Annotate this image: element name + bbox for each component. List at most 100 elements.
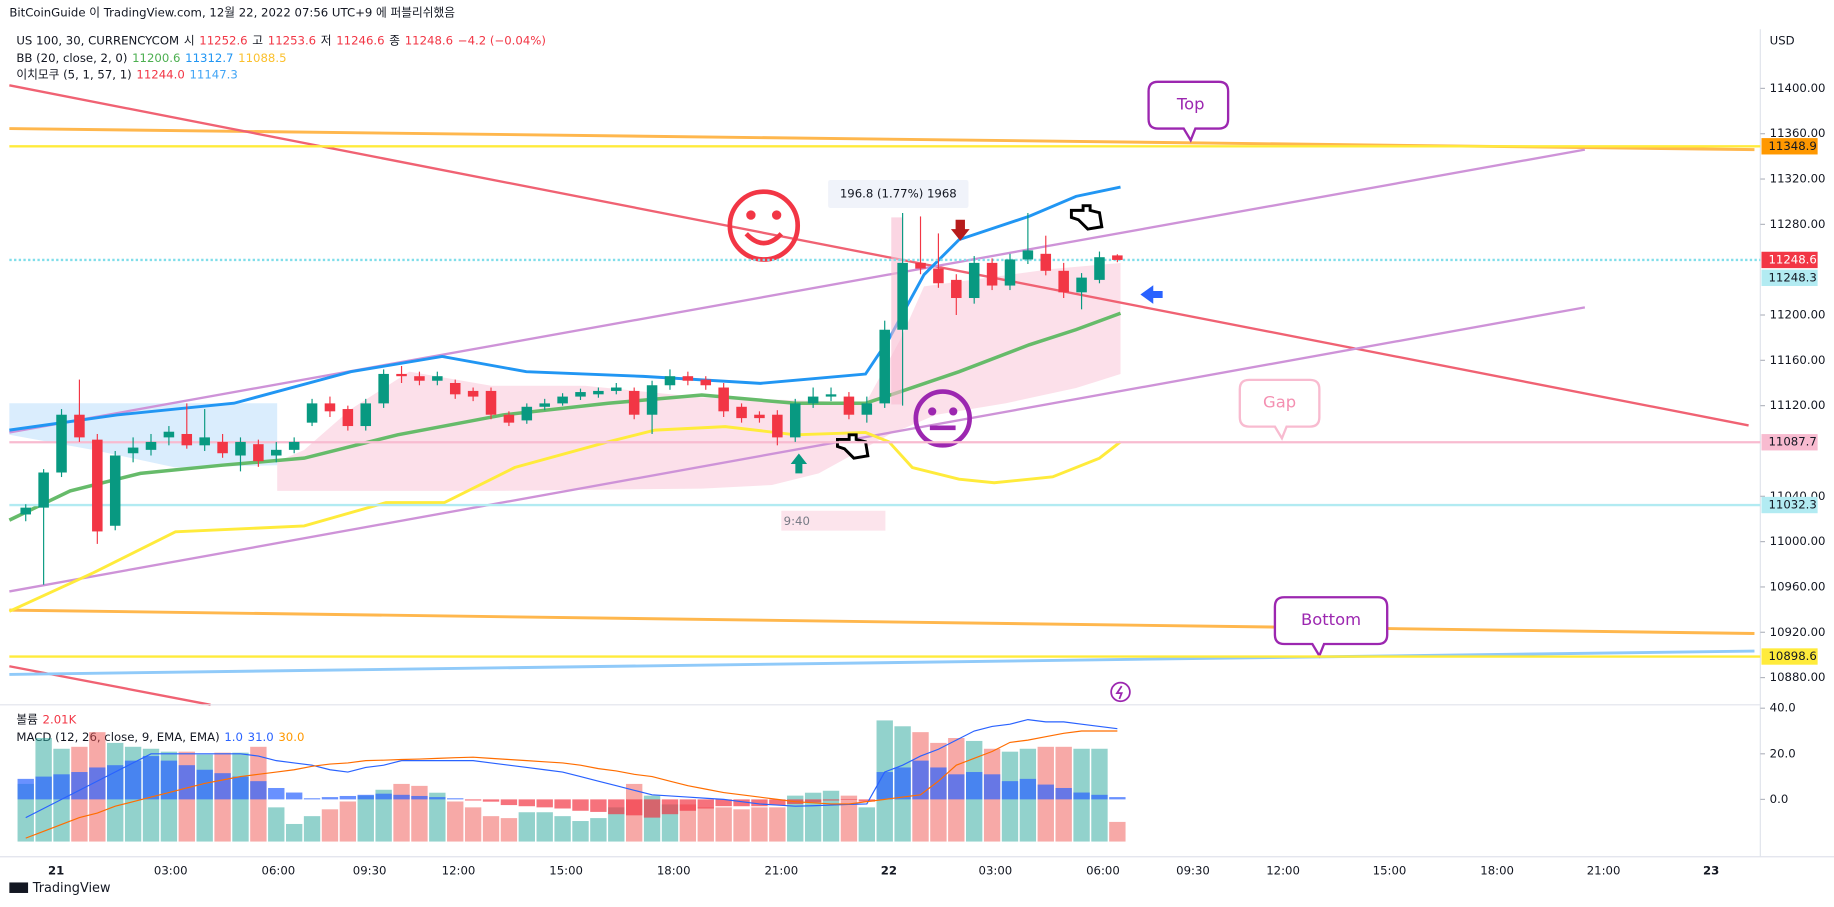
candle-body: [109, 455, 121, 526]
price-label-box: [1761, 251, 1818, 269]
x-tick-label: 18:00: [657, 863, 691, 877]
x-tick-label: 09:30: [353, 863, 387, 877]
measure-box: [828, 179, 969, 209]
candle-body: [449, 382, 461, 395]
tv-logo: [9, 882, 29, 893]
macd-histogram: [1001, 781, 1019, 800]
volume-bar: [858, 807, 876, 842]
y-tick-label: 11280.00: [1770, 217, 1826, 231]
candle-body: [593, 390, 604, 395]
ohlc-value: 11253.6: [268, 33, 316, 47]
macd-histogram: [268, 787, 285, 800]
y-tick-label: 11400.00: [1770, 81, 1826, 95]
bb-name: BB (20, close, 2, 0): [16, 51, 127, 65]
macd-histogram: [930, 767, 947, 800]
candle-body: [772, 414, 783, 438]
volume-bar: [679, 804, 697, 842]
x-tick-label: 06:00: [1086, 863, 1120, 877]
top-bubble: [1147, 80, 1230, 143]
signal-line: [25, 730, 1118, 839]
smiley-eye: [746, 210, 756, 220]
bottom-label: Bottom: [1301, 610, 1361, 629]
neutral-eye: [949, 407, 958, 416]
gap-bubble: [1238, 378, 1321, 441]
volume-bar: [769, 807, 786, 842]
candle-body: [199, 437, 210, 446]
macd-histogram: [1073, 792, 1090, 800]
volume-bar: [464, 807, 482, 842]
macd-histogram: [429, 797, 446, 800]
x-tick-label: 21:00: [1587, 863, 1621, 877]
macd-histogram: [983, 774, 1001, 800]
candle-body: [986, 262, 998, 286]
macd-histogram: [876, 772, 893, 800]
candle-body: [718, 387, 729, 412]
x-tick-label: 03:00: [979, 863, 1013, 877]
x-tick-label: 21:00: [764, 863, 798, 877]
bb-value: 11088.5: [238, 51, 286, 65]
macd-histogram: [894, 767, 911, 800]
hand-icon: [1069, 204, 1104, 231]
macd-histogram: [124, 760, 142, 800]
candle-body: [432, 376, 443, 381]
ohlc-key: 고: [252, 33, 263, 47]
price-label: 11248.6: [1769, 252, 1817, 266]
y-tick-label: 10880.00: [1770, 670, 1826, 684]
volume-bar: [357, 795, 374, 842]
macd-histogram: [357, 794, 374, 800]
candle-body: [360, 403, 372, 427]
candle-body: [736, 406, 747, 419]
macd-histogram: [608, 799, 625, 815]
macd-histogram: [536, 799, 553, 808]
macd-tick-label: 0.0: [1770, 792, 1789, 806]
volume-bar: [804, 792, 822, 842]
candle-body: [825, 394, 837, 397]
candle-body: [664, 376, 676, 386]
ichimoku-value: 11147.3: [189, 67, 237, 81]
candle-body: [539, 403, 550, 407]
price-label-box: [1761, 138, 1818, 155]
y-tick-label: 11320.00: [1770, 172, 1826, 186]
macd-histogram: [178, 765, 195, 800]
publish-header: BitCoinGuide 이 TradingView.com, 12월 22, …: [9, 5, 455, 19]
candle-body: [342, 409, 354, 427]
macd-histogram: [214, 773, 231, 800]
volume-name: 볼륨: [16, 712, 38, 726]
x-tick-label: 22: [881, 863, 897, 877]
macd-histogram: [769, 799, 786, 806]
macd-histogram: [196, 769, 213, 800]
macd-histogram: [464, 799, 482, 801]
change: −4.2 (−0.04%): [458, 33, 546, 47]
macd-histogram: [1109, 797, 1126, 800]
volume-bar: [482, 816, 500, 842]
macd-histogram: [17, 778, 34, 800]
macd-histogram: [500, 799, 518, 806]
candle-body: [575, 392, 586, 397]
gap-label: Gap: [1263, 393, 1296, 412]
macd-histogram: [250, 781, 267, 800]
measure-range: [891, 217, 903, 405]
channel-lower: [9, 306, 1586, 593]
support-line: [9, 649, 1755, 676]
candle-body: [503, 414, 515, 423]
macd-histogram: [733, 799, 750, 807]
candle-body: [217, 441, 228, 454]
ohlc-key: 저: [321, 33, 332, 47]
volume-bar: [733, 809, 750, 842]
macd-histogram: [1019, 778, 1037, 800]
candle-body: [807, 396, 819, 404]
support-line: [9, 608, 1755, 635]
macd-histogram: [858, 799, 876, 802]
candle-body: [646, 385, 658, 415]
macd-histogram: [625, 799, 643, 816]
macd-histogram: [966, 772, 983, 800]
candle-body: [163, 431, 175, 438]
macd-histogram: [751, 799, 768, 807]
candle-body: [145, 441, 157, 450]
candle-body: [20, 507, 31, 515]
ohlc-value: 11246.6: [336, 33, 384, 47]
macd-histogram: [948, 774, 965, 800]
candle-body: [253, 444, 264, 462]
macd-tick-label: 40.0: [1770, 701, 1796, 715]
candle-body: [1040, 253, 1052, 271]
